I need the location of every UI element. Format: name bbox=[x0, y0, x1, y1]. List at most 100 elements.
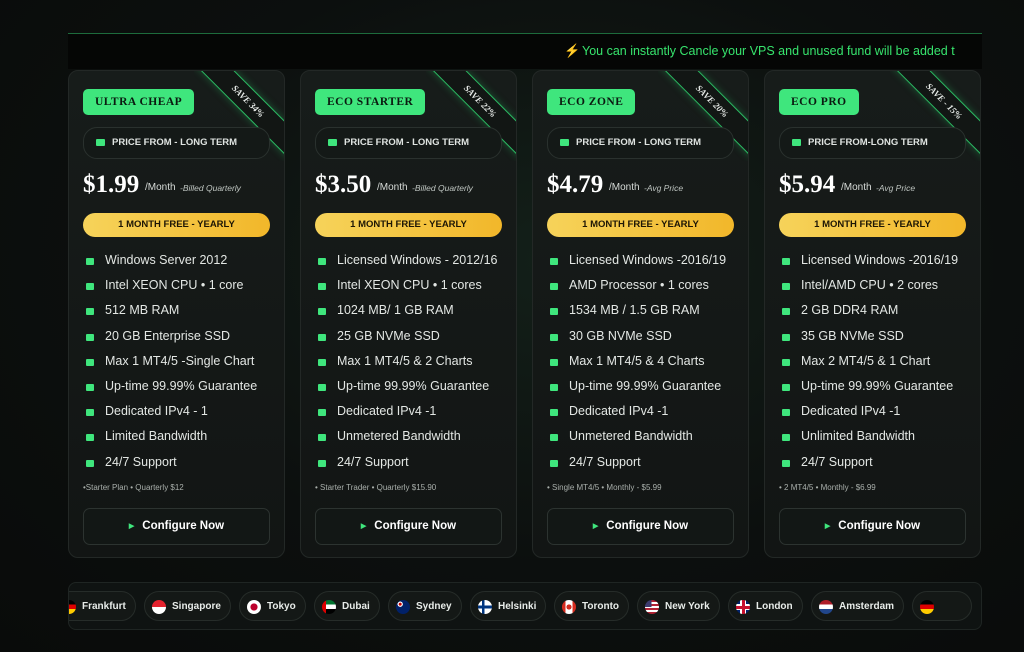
feature: 35 GB NVMe SSD bbox=[801, 328, 904, 343]
plan-badge: ECO ZONE bbox=[547, 89, 636, 115]
location-name[interactable]: Dubai bbox=[342, 601, 370, 612]
location-pill[interactable]: Frankfurt bbox=[69, 591, 136, 621]
announcement-banner: ⚡ You can instantly Cancle your VPS and … bbox=[68, 33, 982, 69]
location-name[interactable]: New York bbox=[665, 601, 710, 612]
promo-pill: 1 MONTH FREE - YEARLY bbox=[315, 213, 502, 237]
feature: Intel/AMD CPU • 2 cores bbox=[801, 278, 939, 293]
feature: Windows Server 2012 bbox=[105, 253, 228, 267]
price-note: -Billed Quarterly bbox=[180, 183, 241, 193]
feature-icon bbox=[550, 409, 558, 417]
flag-icon bbox=[396, 600, 410, 614]
button-label[interactable]: Configure Now bbox=[142, 520, 225, 532]
location-pill[interactable]: Tokyo bbox=[239, 591, 306, 621]
price-label: PRICE FROM - LONG TERM bbox=[315, 127, 502, 159]
feature-icon bbox=[550, 258, 558, 265]
location-pill[interactable]: Amsterdam bbox=[811, 591, 904, 621]
plan-badge: ECO STARTER bbox=[315, 89, 426, 115]
feature-icon bbox=[86, 459, 94, 467]
location-name[interactable]: London bbox=[756, 601, 793, 612]
feature-icon bbox=[550, 333, 558, 341]
configure-button[interactable]: ▶ Configure Now bbox=[547, 508, 734, 545]
feature: AMD Processor • 1 cores bbox=[569, 278, 709, 293]
feature-icon bbox=[782, 333, 790, 341]
feature-icon bbox=[782, 358, 790, 366]
feature: 2 GB DDR4 RAM bbox=[801, 303, 899, 318]
location-pill[interactable]: Dubai bbox=[314, 591, 380, 621]
configure-button[interactable]: ▶ Configure Now bbox=[315, 508, 502, 545]
plan-card: ECO PRO SAVE - 15% PRICE FROM-LONG TERM $5.… bbox=[764, 70, 981, 558]
location-pill[interactable] bbox=[912, 591, 972, 621]
feature-icon bbox=[318, 308, 326, 316]
feature-icon bbox=[86, 409, 94, 417]
plan-badge: ULTRA CHEAP bbox=[83, 89, 195, 115]
feature: Up-time 99.99% Guarantee bbox=[569, 379, 722, 393]
flag-icon bbox=[69, 600, 76, 614]
feature-icon bbox=[782, 384, 790, 391]
flag-icon bbox=[478, 600, 492, 614]
button-label[interactable]: Configure Now bbox=[838, 520, 921, 532]
feature: Max 1 MT4/5 & 4 Charts bbox=[569, 353, 705, 368]
price-period: /Month bbox=[609, 182, 640, 193]
flag-icon bbox=[247, 600, 261, 614]
feature-icon bbox=[86, 384, 94, 391]
price-period: /Month bbox=[145, 182, 176, 193]
configure-button[interactable]: ▶ Configure Now bbox=[779, 508, 966, 545]
price-icon bbox=[96, 139, 105, 146]
flag-icon bbox=[920, 600, 934, 614]
plan-footnote: • Starter Trader • Quarterly $15.90 bbox=[315, 483, 437, 492]
button-label[interactable]: Configure Now bbox=[374, 520, 457, 532]
location-name[interactable]: Toronto bbox=[582, 601, 620, 612]
location-name[interactable]: Sydney bbox=[416, 601, 452, 612]
price-period: /Month bbox=[377, 182, 408, 193]
feature: 20 GB Enterprise SSD bbox=[105, 328, 231, 343]
feature-icon bbox=[86, 434, 94, 442]
feature: 30 GB NVMe SSD bbox=[569, 328, 672, 343]
location-pill[interactable]: Sydney bbox=[388, 591, 462, 621]
feature: 24/7 Support bbox=[569, 454, 641, 469]
configure-button[interactable]: ▶ Configure Now bbox=[83, 508, 270, 545]
location-pill[interactable]: Toronto bbox=[554, 591, 629, 621]
feature-icon bbox=[318, 384, 326, 391]
feature: Unmetered Bandwidth bbox=[569, 429, 693, 444]
feature: Unlimited Bandwidth bbox=[801, 429, 915, 444]
location-pill[interactable]: Singapore bbox=[144, 591, 231, 621]
feature: Dedicated IPv4 -1 bbox=[569, 404, 669, 419]
plan-footnote: • Single MT4/5 • Monthly - $5.99 bbox=[547, 483, 662, 492]
feature: Licensed Windows - 2012/16 bbox=[337, 253, 498, 267]
price-note: -Billed Quarterly bbox=[412, 183, 473, 193]
feature-icon bbox=[86, 283, 94, 291]
location-name[interactable]: Tokyo bbox=[267, 601, 296, 612]
button-label[interactable]: Configure Now bbox=[606, 520, 689, 532]
price-note: -Avg Price bbox=[876, 183, 916, 193]
price-label: PRICE FROM-LONG TERM bbox=[779, 127, 966, 159]
feature-icon bbox=[86, 308, 94, 316]
feature-icon bbox=[550, 459, 558, 467]
location-name[interactable]: Frankfurt bbox=[82, 601, 126, 612]
feature-icon bbox=[318, 283, 326, 291]
feature: Up-time 99.99% Guarantee bbox=[105, 379, 258, 393]
location-name[interactable]: Singapore bbox=[172, 601, 221, 612]
price-icon bbox=[328, 139, 337, 146]
feature-icon bbox=[86, 333, 94, 341]
feature: Limited Bandwidth bbox=[105, 429, 208, 444]
feature-icon bbox=[782, 409, 790, 417]
locations-bar: Frankfurt Singapore Tokyo Dubai Sydney Helsin… bbox=[68, 582, 982, 630]
feature-icon bbox=[550, 358, 558, 366]
feature-icon bbox=[86, 258, 94, 265]
plan-footnote: • 2 MT4/5 • Monthly - $6.99 bbox=[779, 483, 876, 492]
feature: Licensed Windows -2016/19 bbox=[801, 253, 959, 267]
location-pill[interactable]: London bbox=[728, 591, 803, 621]
feature-icon bbox=[550, 384, 558, 391]
arrow-icon: ▶ bbox=[128, 523, 135, 530]
price-period: /Month bbox=[841, 182, 872, 193]
location-pill[interactable]: Helsinki bbox=[470, 591, 546, 621]
feature-icon bbox=[782, 283, 790, 291]
feature: Max 2 MT4/5 & 1 Chart bbox=[801, 353, 931, 368]
feature-icon bbox=[318, 258, 326, 265]
location-name[interactable]: Helsinki bbox=[498, 601, 537, 612]
price-label: PRICE FROM - LONG TERM bbox=[547, 127, 734, 159]
price-icon bbox=[560, 139, 569, 146]
location-name[interactable]: Amsterdam bbox=[839, 601, 895, 612]
location-pill[interactable]: New York bbox=[637, 591, 720, 621]
